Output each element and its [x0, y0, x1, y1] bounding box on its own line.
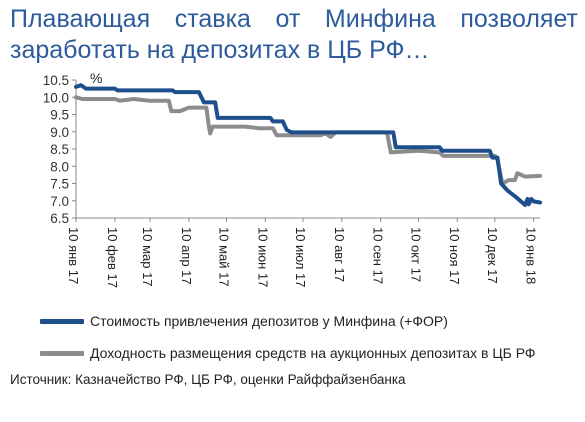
- y-tick-label: 9.0: [50, 125, 69, 140]
- x-tick-label: 10 июл 17: [293, 227, 308, 287]
- line-chart: 10.5 10.0 9.5 9.0 8.5 8.0 7.5 7.0 6.5% 10 янв 17…: [43, 70, 542, 288]
- x-tick-label: 10 сен 17: [371, 227, 386, 284]
- y-tick-label: 9.5: [50, 108, 69, 123]
- x-tick-label: 10 фев 17: [105, 227, 120, 288]
- x-tick-label: 10 ноя 17: [447, 227, 462, 285]
- legend-label-minfin: Стоимость привлечения депозитов у Минфин…: [90, 313, 448, 329]
- legend-label-cbr: Доходность размещения средств на аукцион…: [90, 345, 536, 361]
- x-tick-label: 10 авг 17: [332, 227, 347, 282]
- source-note: Источник: Казначейство РФ, ЦБ РФ, оценки…: [10, 372, 406, 387]
- series-line-minfin: [74, 83, 542, 207]
- legend-swatch-minfin: [40, 319, 84, 324]
- x-tick-label: 10 мар 17: [140, 227, 155, 287]
- legend-swatch-cbr: [40, 351, 84, 356]
- y-axis: 10.5 10.0 9.5 9.0 8.5 8.0 7.5 7.0 6.5%: [43, 70, 103, 226]
- chart-title: Плавающая ставка от Минфина позволяет за…: [10, 5, 578, 64]
- y-tick-label: 7.0: [50, 194, 69, 209]
- x-tick-label: 10 июн 17: [255, 227, 270, 287]
- y-tick-label: 6.5: [50, 211, 69, 226]
- x-tick-label: 10 янв 18: [524, 227, 539, 284]
- x-axis: 10 янв 17 10 фев 17 10 мар 17 10 апр 17 10 м…: [66, 217, 540, 288]
- y-tick-label: 7.5: [50, 177, 69, 192]
- y-tick-label: 8.5: [50, 142, 69, 157]
- x-tick-label: 10 дек 17: [485, 227, 500, 284]
- x-tick-label: 10 апр 17: [179, 227, 194, 285]
- y-tick-label: 10.5: [43, 73, 69, 88]
- x-tick-label: 10 окт 17: [408, 227, 423, 282]
- series-line-cbr: [74, 95, 542, 186]
- x-tick-label: 10 янв 17: [66, 227, 81, 284]
- series-lines: [74, 83, 542, 207]
- y-tick-label: 8.0: [50, 159, 69, 174]
- y-tick-label: 10.0: [43, 90, 69, 105]
- x-tick-label: 10 май 17: [216, 227, 231, 287]
- y-unit-label: %: [90, 70, 102, 86]
